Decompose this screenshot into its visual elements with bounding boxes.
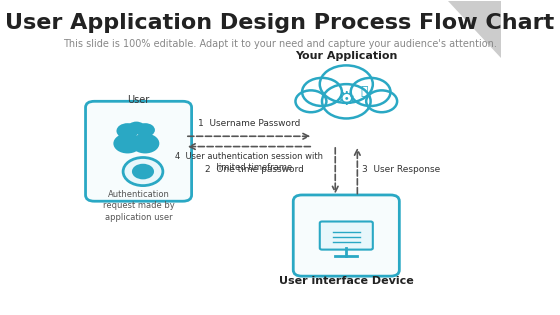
Circle shape [113, 134, 142, 153]
Text: 3  User Response: 3 User Response [362, 165, 440, 175]
Text: Authentication
request made by
application user: Authentication request made by applicati… [102, 190, 175, 222]
Text: User interface Device: User interface Device [279, 276, 414, 286]
Ellipse shape [302, 79, 390, 117]
Circle shape [366, 90, 397, 112]
Circle shape [116, 123, 138, 139]
Circle shape [131, 134, 160, 153]
Circle shape [296, 90, 326, 112]
FancyBboxPatch shape [86, 101, 192, 201]
Circle shape [320, 66, 373, 103]
Text: 2  One time password: 2 One time password [206, 165, 304, 175]
Text: 1  Username Password: 1 Username Password [198, 119, 300, 128]
Text: 4  User authentication session with
    limited timeframe: 4 User authentication session with limit… [175, 152, 323, 172]
FancyBboxPatch shape [293, 195, 399, 276]
Circle shape [351, 78, 390, 106]
Text: Your Application: Your Application [295, 51, 398, 61]
Text: User Application Design Process Flow Chart: User Application Design Process Flow Cha… [6, 13, 554, 33]
Text: 📱: 📱 [360, 85, 368, 98]
Polygon shape [448, 1, 501, 58]
Circle shape [136, 123, 155, 137]
FancyBboxPatch shape [320, 221, 373, 249]
Circle shape [322, 84, 371, 118]
Circle shape [123, 158, 163, 186]
Text: This slide is 100% editable. Adapt it to your need and capture your audience's a: This slide is 100% editable. Adapt it to… [63, 38, 497, 49]
Circle shape [128, 122, 145, 134]
Circle shape [132, 164, 154, 179]
Text: User: User [128, 95, 150, 105]
Text: ⚙: ⚙ [338, 90, 355, 109]
Circle shape [302, 78, 342, 106]
